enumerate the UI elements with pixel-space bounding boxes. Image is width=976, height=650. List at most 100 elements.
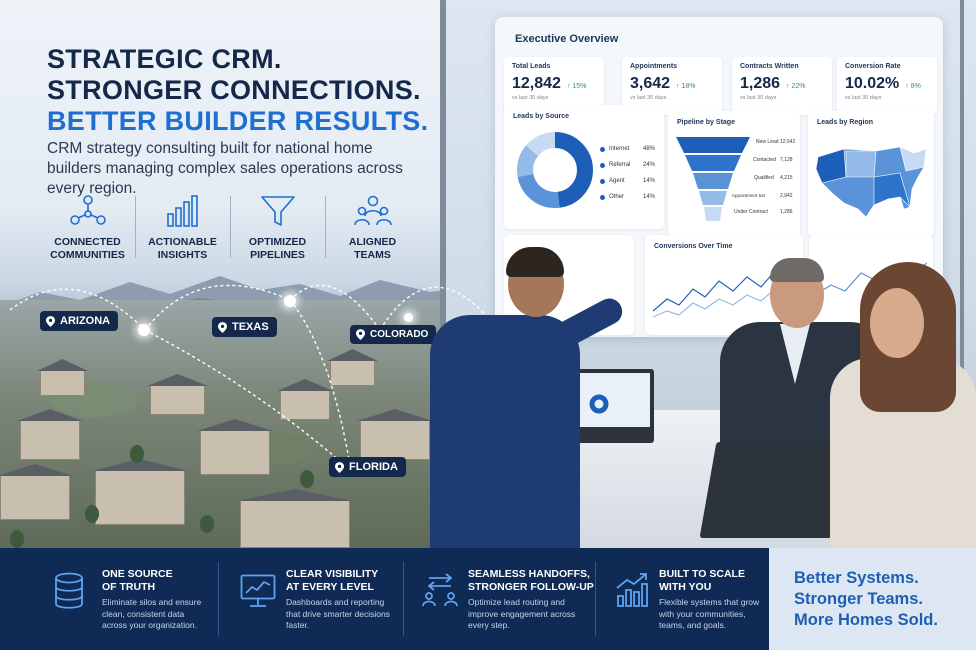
connection-arcs — [9, 284, 491, 471]
house — [0, 475, 70, 520]
bar-chart-icon — [166, 195, 198, 227]
pillar-text: Optimize lead routing and improve engage… — [468, 597, 576, 630]
pillar-title: ONE SOURCE OF TRUTH — [102, 568, 173, 593]
feature-aligned-teams: ALIGNED TEAMS — [325, 192, 420, 272]
leads-by-source-panel: Leads by Source Internet 48% Referral 24% … — [504, 105, 664, 229]
team-member-person — [820, 262, 976, 548]
tree — [200, 515, 214, 533]
pillar-text: Eliminate silos and ensure clean, consis… — [102, 597, 202, 630]
pillar-clear-visibility: CLEAR VISIBILITY AT EVERY LEVEL Dashboar… — [218, 548, 403, 650]
kpi-label: Appointments — [630, 63, 678, 70]
map-node — [284, 295, 296, 307]
window-frame — [960, 0, 964, 548]
legend-value: 14% — [642, 194, 655, 200]
monitor-chart-icon — [240, 574, 276, 607]
divider — [218, 562, 219, 636]
pin-label: FLORIDA — [349, 461, 398, 473]
feature-label: ACTIONABLE INSIGHTS — [148, 236, 217, 261]
headline-line-2: STRONGER CONNECTIONS. — [47, 75, 421, 105]
feature-label: OPTIMIZED PIPELINES — [248, 236, 307, 261]
pillar-text: Flexible systems that grow with your com… — [659, 597, 760, 630]
legend-row: Internet 48% — [600, 146, 655, 152]
location-pin-icon — [335, 461, 344, 473]
kpi-value: 1,286 — [740, 75, 781, 92]
kpi-value: 3,642 — [630, 75, 671, 92]
value-pillars-band: ONE SOURCE OF TRUTH Eliminate silos and … — [0, 548, 769, 650]
house — [95, 470, 185, 525]
kpi-subtext: vs last 30 days — [740, 95, 777, 101]
dashboard-title: Executive Overview — [515, 33, 619, 45]
legend-name: Referral — [609, 162, 631, 168]
laptop-center — [576, 369, 654, 443]
feature-connected-communities: CONNECTED COMMUNITIES — [40, 192, 135, 272]
funnel-value: 7,128 — [780, 157, 793, 163]
house — [40, 370, 85, 396]
pin-label: TEXAS — [232, 321, 269, 333]
pin-label: COLORADO — [370, 329, 429, 340]
pillar-built-to-scale: BUILT TO SCALE WITH YOU Flexible systems… — [595, 548, 769, 650]
pipeline-panel: Pipeline by Stage New Lead 12,642 Contac… — [668, 111, 800, 237]
map-pin-colorado: COLORADO — [350, 325, 437, 344]
kpi-subtext: vs last 30 days — [845, 95, 882, 101]
funnel-value: 12,642 — [780, 139, 796, 145]
kpi-value: 10.02% — [845, 75, 900, 92]
line-chart — [653, 270, 793, 318]
pin-label: ARIZONA — [60, 315, 111, 327]
tagline-panel: Better Systems. Stronger Teams. More Hom… — [769, 548, 976, 650]
feature-row: CONNECTED COMMUNITIES ACTIONABLE INSIGHT… — [40, 192, 420, 272]
headline: STRATEGIC CRM. STRONGER CONNECTIONS. BET… — [47, 44, 428, 137]
location-pin-icon — [46, 315, 55, 327]
kpi-delta: ↑ 18% — [676, 83, 696, 90]
map-pin-texas: TEXAS — [212, 317, 277, 337]
kpi-card-contracts: Contracts Written 1,286 ↑ 22% vs last 30 … — [732, 57, 832, 115]
funnel-value: 2,942 — [780, 193, 793, 199]
map-pin-florida: FLORIDA — [329, 457, 406, 477]
kpi-delta: ↑ 8% — [905, 83, 921, 90]
database-icon — [55, 572, 83, 609]
kpi-subtext: vs last 30 days — [630, 95, 667, 101]
pillar-title: SEAMLESS HANDOFFS, STRONGER FOLLOW-UP — [468, 568, 594, 593]
kpi-label: Total Leads — [512, 63, 551, 70]
map-pin-arizona: ARIZONA — [40, 311, 119, 331]
legend-row: Other 14% — [600, 194, 655, 200]
tree — [130, 445, 144, 463]
house — [150, 385, 205, 415]
legend-value: 14% — [642, 178, 655, 184]
legend-row: Referral 24% — [600, 162, 655, 168]
tree — [10, 530, 24, 548]
divider — [403, 562, 404, 636]
panel-title: Pipeline by Stage — [677, 119, 735, 126]
window-frame — [440, 0, 446, 548]
legend-value: 48% — [642, 146, 655, 152]
handoff-icon — [422, 573, 458, 607]
location-pin-icon — [218, 321, 227, 333]
feature-optimized-pipelines: OPTIMIZED PIPELINES — [230, 192, 325, 272]
pillar-one-source-of-truth: ONE SOURCE OF TRUTH Eliminate silos and … — [0, 548, 218, 650]
growth-chart-icon — [616, 573, 648, 607]
funnel-stage: Under Contract — [734, 209, 768, 215]
headline-line-1: STRATEGIC CRM. — [47, 44, 282, 74]
panel-title: Conversions Over Time — [654, 243, 733, 250]
kpi-label: Conversion Rate — [845, 63, 901, 70]
funnel-stage: Contacted — [753, 157, 776, 163]
pillar-title: BUILT TO SCALE WITH YOU — [659, 568, 745, 593]
tagline: Better Systems. Stronger Teams. More Hom… — [794, 569, 938, 629]
laptop-donut — [589, 394, 609, 414]
legend-name: Internet — [609, 146, 630, 152]
legend-value: 24% — [642, 162, 655, 168]
us-map — [815, 146, 927, 218]
feature-label: ALIGNED TEAMS — [348, 236, 397, 261]
house — [20, 420, 80, 460]
donut-chart — [517, 132, 593, 208]
connected-nodes-icon — [69, 195, 106, 225]
legend-name: Agent — [609, 178, 625, 184]
tree — [85, 505, 99, 523]
pillar-text: Dashboards and reporting that drive smar… — [286, 597, 390, 630]
kpi-subtext: vs last 30 days — [512, 95, 549, 101]
panel-title: Leads by Region — [817, 119, 874, 126]
house — [360, 420, 430, 460]
kpi-delta: ↑ 22% — [786, 83, 806, 90]
funnel-stage: New Lead — [756, 139, 779, 145]
house — [280, 390, 330, 420]
funnel-value: 1,286 — [780, 209, 793, 215]
